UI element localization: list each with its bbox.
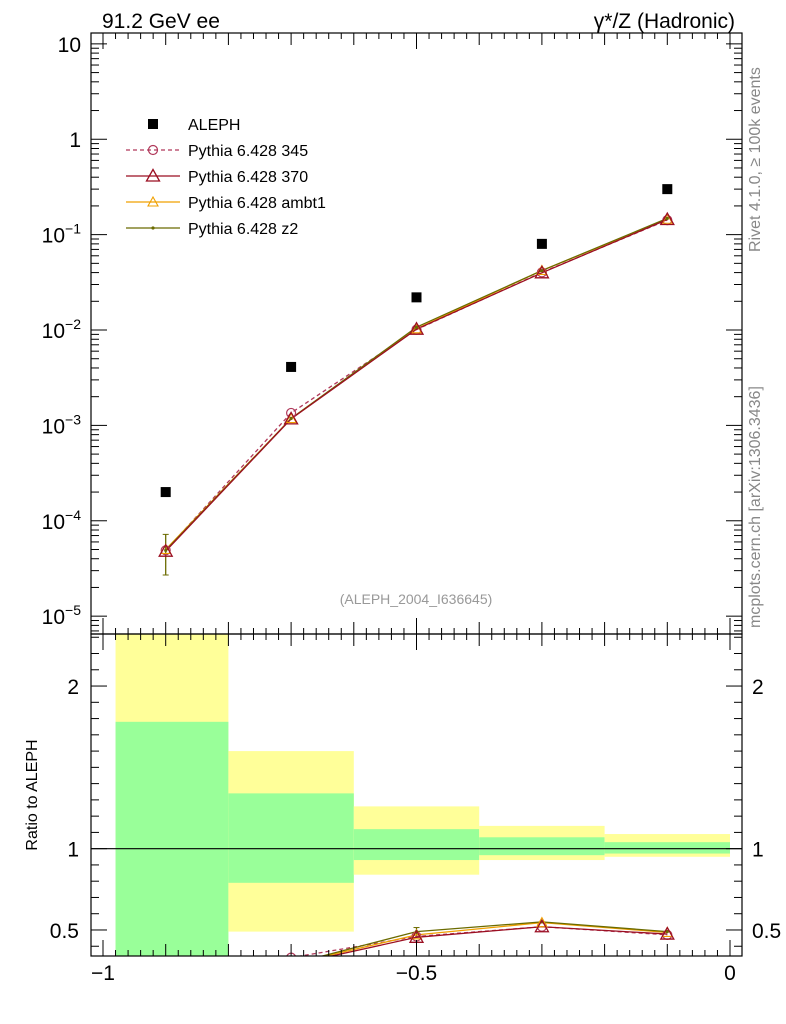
- point-data: [160, 487, 171, 498]
- series-line-ambt1: [165, 218, 668, 550]
- y-tick-base: 10: [42, 606, 65, 629]
- ratio-point-p370: [159, 966, 172, 978]
- legend-marker-z2: [151, 226, 155, 230]
- ratio-point-ambt1: [286, 959, 296, 968]
- legend-label-ambt1: Pythia 6.428 ambt1: [188, 195, 326, 212]
- y-tick-exponent: −4: [65, 507, 81, 523]
- point-p370: [158, 543, 174, 557]
- y-tick-label: 10−2: [42, 316, 82, 343]
- y-tick-label: 1: [69, 129, 81, 152]
- y-tick-base: 10: [42, 225, 65, 248]
- y-tick-label: 10−4: [42, 507, 82, 534]
- ratio-point-p370: [659, 926, 675, 940]
- ratio-point-z2: [665, 930, 669, 934]
- y-tick-label: 10−3: [42, 411, 82, 438]
- rivet-version-label: Rivet 4.1.0, ≥ 100k events: [747, 67, 764, 252]
- ratio-y-tick-label-left: 0.5: [50, 920, 79, 943]
- band-inner: [228, 793, 354, 883]
- ratio-point-p370: [285, 958, 298, 970]
- x-tick-label: −1: [91, 962, 115, 985]
- point-data: [662, 184, 673, 195]
- legend-marker-p345: [147, 144, 159, 156]
- ratio-uncertainty-bands: [91, 634, 742, 956]
- point-z2: [665, 216, 669, 220]
- ratio-point-z2: [290, 963, 293, 966]
- y-tick-label: 10−5: [42, 602, 82, 629]
- series-line-p370: [165, 218, 668, 552]
- point-z2: [164, 548, 168, 552]
- point-p345: [536, 267, 548, 278]
- y-tick-exponent: −3: [65, 411, 81, 427]
- y-tick-base: 10: [58, 34, 81, 57]
- point-p370: [659, 211, 675, 226]
- y-tick-label: 10: [58, 34, 81, 57]
- series-line-z2: [165, 217, 668, 551]
- point-data: [411, 292, 422, 303]
- source-label: mcplots.cern.ch [arXiv:1306.3436]: [747, 386, 764, 628]
- point-p370: [408, 321, 425, 335]
- y-tick-exponent: −1: [65, 221, 81, 237]
- point-p370: [534, 264, 550, 279]
- ratio-point-p370: [534, 918, 550, 933]
- y-tick-exponent: −5: [65, 602, 81, 618]
- ratio-y-tick-label-left: 2: [67, 676, 79, 699]
- y-tick-base: 10: [42, 415, 65, 438]
- legend-marker-ambt1: [147, 195, 159, 207]
- ratio-point-p345: [161, 967, 170, 976]
- analysis-id-label: (ALEPH_2004_I636645): [340, 591, 493, 607]
- ratio-point-z2: [164, 970, 167, 973]
- ratio-y-tick-label-right: 1: [752, 839, 764, 862]
- legend-marker-p370: [145, 168, 161, 182]
- chart-title-right: γ*/Z (Hadronic): [594, 10, 735, 33]
- ratio-point-ambt1: [535, 916, 548, 928]
- point-z2: [540, 268, 544, 273]
- legend-label-p370: Pythia 6.428 370: [188, 169, 308, 186]
- y-tick-base: 1: [69, 129, 81, 152]
- series-line-p345: [165, 219, 668, 551]
- legend: ALEPH Pythia 6.428 345 Pythia 6.428 370 Pyt…: [126, 117, 326, 238]
- ratio-line-p370: [328, 926, 668, 956]
- ratio-ylabel: Ratio to ALEPH: [24, 739, 41, 850]
- point-p370: [283, 411, 299, 425]
- band-inner: [479, 837, 605, 856]
- band-inner: [115, 721, 229, 956]
- legend-marker-data: [148, 119, 158, 129]
- point-data: [286, 361, 297, 372]
- ratio-line-ambt1: [323, 922, 668, 956]
- band-inner: [353, 829, 480, 861]
- band-inner: [604, 842, 730, 854]
- ratio-y-tick-label-right: 2: [752, 676, 764, 699]
- legend-label-z2: Pythia 6.428 z2: [188, 221, 298, 238]
- y-tick-base: 10: [42, 511, 65, 534]
- y-tick-label: 10−1: [42, 221, 82, 248]
- legend-label-data: ALEPH: [188, 117, 240, 134]
- y-tick-base: 10: [42, 320, 65, 343]
- x-tick-label: 0: [724, 962, 736, 985]
- ratio-y-tick-label-left: 1: [67, 839, 79, 862]
- main-plot-series: [158, 184, 675, 576]
- y-tick-exponent: −2: [65, 316, 81, 332]
- x-tick-label: −0.5: [396, 962, 437, 985]
- point-z2: [289, 416, 293, 421]
- ratio-point-ambt1: [161, 966, 171, 975]
- ratio-y-tick-label-right: 0.5: [752, 920, 781, 943]
- legend-label-p345: Pythia 6.428 345: [188, 143, 308, 160]
- chart-title-left: 91.2 GeV ee: [102, 10, 220, 33]
- point-z2: [414, 325, 419, 329]
- point-data: [536, 238, 547, 249]
